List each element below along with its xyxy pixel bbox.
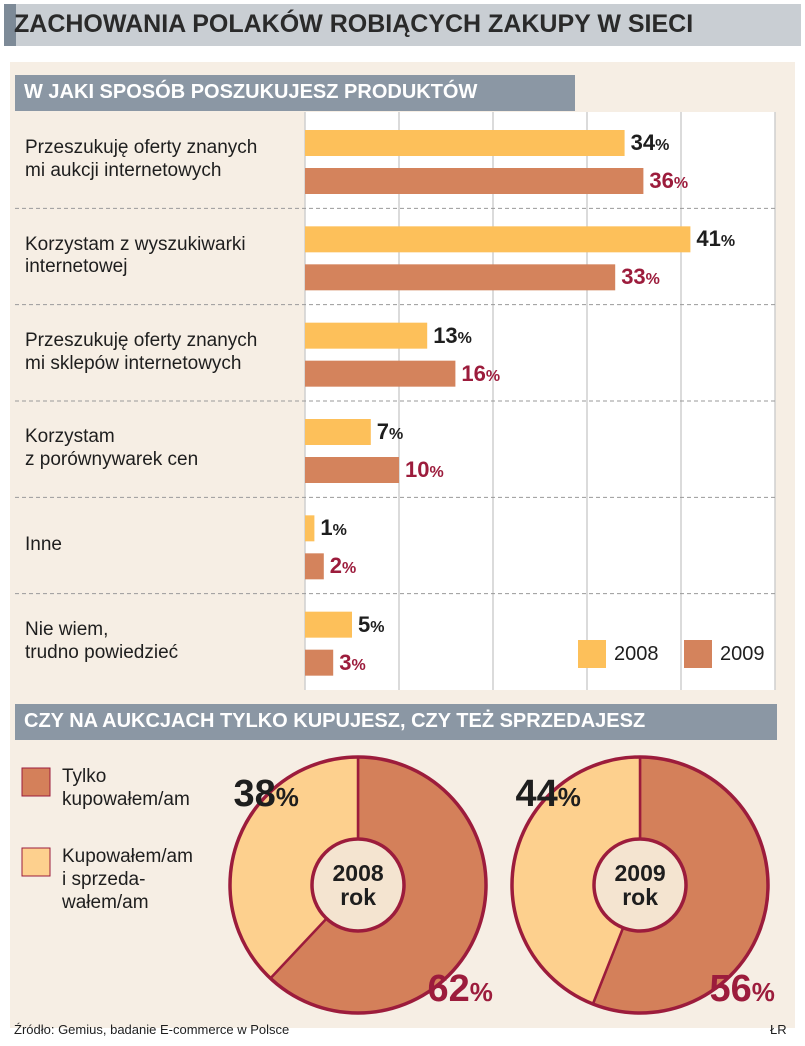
- donut-center: [310, 837, 406, 933]
- main-title: ZACHOWANIA POLAKÓW ROBIĄCYCH ZAKUPY W SI…: [14, 10, 694, 38]
- category-label: Przeszukuję oferty znanych mi aukcji int…: [25, 137, 258, 181]
- value-label: 3%: [339, 649, 366, 675]
- value-label: 33%: [621, 264, 660, 290]
- section-title: CZY NA AUKCJACH TYLKO KUPUJESZ, CZY TEŻ …: [24, 710, 646, 732]
- value-label: 41%: [696, 226, 736, 252]
- value-label: 7%: [376, 419, 404, 444]
- value-label: 13%: [433, 322, 472, 348]
- bar: [305, 360, 456, 387]
- legend-label: Kupowałem/am i sprzeda- wałem/am: [62, 846, 193, 913]
- legend-swatch: [578, 640, 606, 668]
- legend-swatch: [21, 847, 51, 877]
- bar: [305, 130, 625, 156]
- donut-outline: [228, 755, 488, 1015]
- value-label: 34%: [630, 130, 670, 155]
- value-label: 1%: [320, 515, 347, 541]
- donut-center: [592, 837, 688, 933]
- category-label: Inne: [25, 534, 62, 555]
- header-bar: [4, 4, 801, 46]
- legend-label: 2009: [720, 643, 765, 665]
- bar: [305, 553, 324, 580]
- bar: [305, 457, 399, 483]
- value-label: 44%: [515, 773, 581, 815]
- category-label: Przeszukuję oferty znanych mi sklepów in…: [25, 329, 258, 374]
- donut-center-label: 2009 rok: [614, 860, 666, 911]
- category-label: Nie wiem, trudno powiedzieć: [25, 618, 179, 663]
- bar: [305, 168, 644, 194]
- bar: [305, 226, 691, 253]
- value-label: 10%: [405, 457, 444, 482]
- section-header-bar: [15, 75, 575, 111]
- legend-swatch: [684, 640, 712, 668]
- bar: [305, 611, 352, 638]
- value-label: 16%: [461, 360, 501, 386]
- value-label: 36%: [649, 168, 689, 193]
- bar: [305, 649, 334, 676]
- value-label: 38%: [233, 773, 299, 815]
- legend-swatch: [21, 767, 51, 797]
- section-header-bar: [15, 704, 777, 740]
- bar: [305, 419, 371, 445]
- header-accent: [4, 4, 16, 46]
- bar: [305, 322, 428, 349]
- value-label: 5%: [358, 611, 385, 637]
- source: Źródło: Gemius, badanie E-commerce w Pol…: [14, 1022, 290, 1037]
- donut-outline: [510, 755, 770, 1015]
- legend-label: 2008: [614, 643, 659, 665]
- category-label: Korzystam z porównywarek cen: [25, 426, 199, 470]
- value-label: 56%: [709, 968, 775, 1010]
- bar: [305, 515, 315, 542]
- credit: ŁR: [770, 1022, 787, 1037]
- section-title: W JAKI SPOSÓB POSZUKUJESZ PRODUKTÓW: [24, 81, 478, 103]
- category-label: Korzystam z wyszukiwarki internetowej: [25, 233, 246, 278]
- value-label: 62%: [427, 968, 493, 1010]
- bar: [305, 264, 616, 291]
- value-label: 2%: [329, 553, 357, 579]
- legend-label: Tylko kupowałem/am: [62, 766, 190, 810]
- donut-center-label: 2008 rok: [332, 860, 384, 911]
